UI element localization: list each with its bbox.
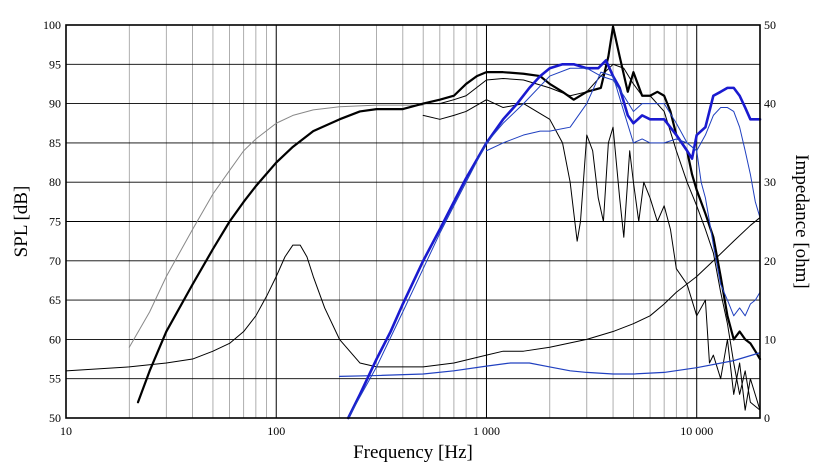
y-right-tick-label: 0 bbox=[764, 411, 770, 425]
y-right-tick-label: 40 bbox=[764, 97, 776, 111]
series-line-1 bbox=[128, 104, 424, 348]
y-right-tick-label: 10 bbox=[764, 332, 776, 346]
y-right-tick-label: 50 bbox=[764, 18, 776, 32]
series-line-6 bbox=[338, 352, 761, 377]
y-left-tick-label: 80 bbox=[49, 175, 61, 189]
y-left-tick-label: 70 bbox=[49, 254, 61, 268]
x-tick-label: 10 000 bbox=[680, 424, 713, 438]
series-line-8 bbox=[485, 71, 761, 219]
x-tick-label: 1 000 bbox=[473, 424, 500, 438]
y-left-tick-label: 65 bbox=[49, 293, 61, 307]
y-axis-right-title: Impedance [ohm] bbox=[791, 154, 812, 289]
y-left-tick-label: 85 bbox=[49, 136, 61, 150]
tick-labels: 10 100 1 000 10 000 50 55 60 65 70 75 80 85 90 95 100 0… bbox=[43, 18, 776, 438]
y-left-tick-label: 95 bbox=[49, 57, 61, 71]
y-left-tick-label: 50 bbox=[49, 411, 61, 425]
y-left-tick-label: 100 bbox=[43, 18, 61, 32]
series-line-4 bbox=[422, 99, 761, 411]
y-right-tick-label: 20 bbox=[764, 254, 776, 268]
plot-frame bbox=[65, 24, 761, 419]
y-axis-left-title: SPL [dB] bbox=[11, 186, 32, 258]
series-line-9 bbox=[347, 67, 761, 419]
y-left-tick-label: 90 bbox=[49, 97, 61, 111]
y-right-tick-label: 30 bbox=[764, 175, 776, 189]
x-tick-label: 10 bbox=[60, 424, 72, 438]
y-left-tick-label: 55 bbox=[49, 372, 61, 386]
x-tick-label: 100 bbox=[267, 424, 285, 438]
series-line-3 bbox=[422, 63, 761, 411]
series-group bbox=[65, 25, 762, 420]
series-line-2 bbox=[136, 25, 762, 404]
y-left-tick-label: 75 bbox=[49, 215, 61, 229]
y-left-tick-label: 60 bbox=[49, 332, 61, 346]
x-axis-title: Frequency [Hz] bbox=[353, 442, 473, 463]
